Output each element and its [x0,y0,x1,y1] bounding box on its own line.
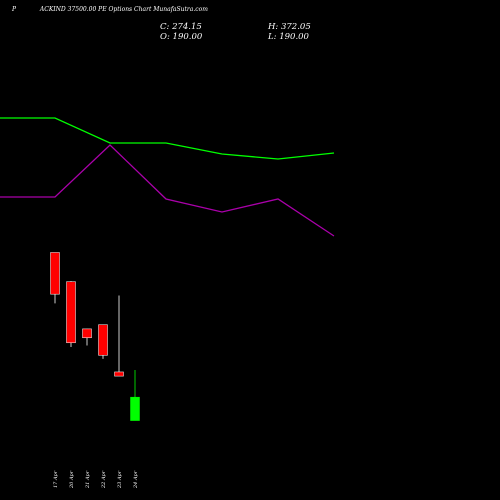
x-tick-label: 21 Apr [85,470,91,489]
high-readout: H: 372.05 [268,22,376,32]
candle-4 [98,324,108,359]
x-tick-label: 20 Apr [69,470,75,489]
open-readout: O: 190.00 [160,32,268,42]
x-tick-label: 22 Apr [101,470,107,489]
candle-body [82,328,92,339]
candle-1 [50,252,60,304]
open-value: 190.00 [172,32,203,42]
candle-2 [66,281,76,347]
high-label: H: [268,22,279,32]
high-value: 372.05 [280,22,311,32]
chart-title: P ACKIND 37500.00 PE Options Chart Munaf… [12,6,208,13]
upper-overlay-line [0,117,335,160]
low-readout: L: 190.00 [268,32,376,42]
candle-body [98,324,108,356]
candles [50,252,140,421]
title-prefix: P [12,6,17,13]
low-value: 190.00 [279,32,309,42]
x-axis-labels: 17 Apr 20 Apr 21 Apr 22 Apr 23 Apr 24 Apr [53,470,139,489]
lower-overlay-line [0,144,335,237]
candle-3 [82,328,92,346]
low-label: L: [268,32,277,42]
candle-body [114,371,124,377]
ohlc-readout: C: 274.15 H: 372.05 O: 190.00 L: 190.00 [160,22,376,42]
close-label: C: [160,22,170,32]
candle-body [66,281,76,344]
overlay-lines [0,117,335,237]
close-value: 274.15 [172,22,202,32]
title-text: ACKIND 37500.00 PE Options Chart MunafaS… [39,6,208,13]
x-tick-label: 24 Apr [133,470,139,489]
candle-6 [130,369,140,421]
candle-body [50,252,60,295]
open-label: O: [160,32,170,42]
close-readout: C: 274.15 [160,22,268,32]
x-tick-label: 17 Apr [53,470,59,488]
candle-body [130,396,140,421]
x-tick-label: 23 Apr [117,470,123,489]
candle-5 [114,295,124,377]
